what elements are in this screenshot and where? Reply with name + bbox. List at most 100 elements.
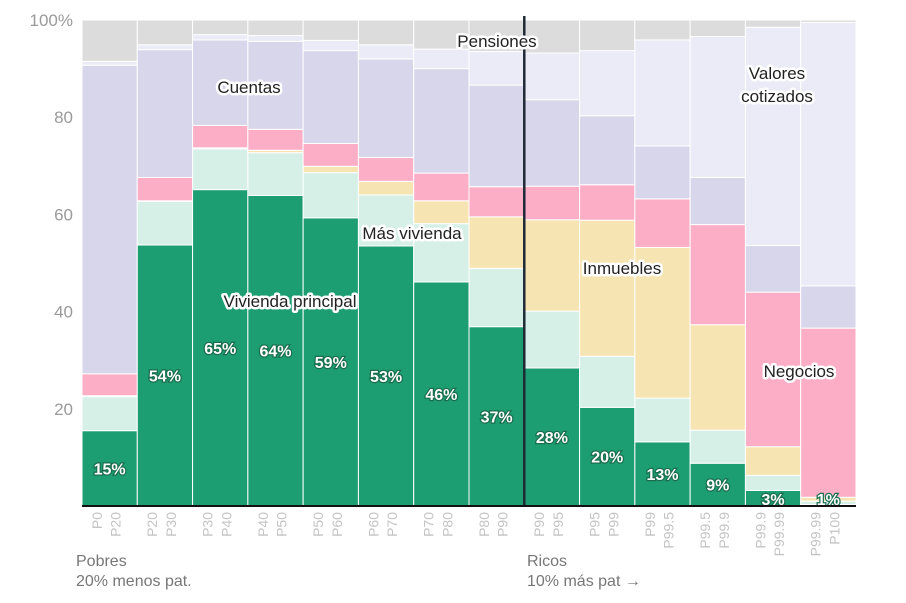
x-tick-label: P60: [365, 512, 381, 537]
annotation-valores-line1: Valores: [749, 64, 805, 83]
x-tick-label: P30: [163, 512, 179, 537]
bar-segment-mas-vivienda: [523, 310, 581, 369]
bar-segment-valores-cotizados: [579, 50, 636, 117]
y-tick-label: 20: [54, 400, 73, 419]
bar-segment-pensiones: [634, 19, 691, 41]
x-tick-label: P70: [384, 512, 400, 537]
bar-segment-pensiones: [192, 19, 249, 36]
bar-segment-negocios: [192, 124, 249, 149]
x-tick-label: P100: [826, 512, 842, 545]
y-tick-label: 40: [54, 303, 73, 322]
bar-segment-mas-vivienda: [744, 474, 802, 491]
bar-segment-vivienda-principal: [634, 441, 691, 507]
annotation-inmuebles: Inmuebles: [583, 259, 661, 278]
bar-segment-valores-cotizados: [634, 39, 691, 147]
x-tick-label: P80: [476, 512, 492, 537]
bar-segment-pensiones: [247, 19, 304, 37]
x-tick-label: P80: [439, 512, 455, 537]
note-rich: Ricos 10% más pat →: [527, 552, 641, 592]
bar-segment-negocios: [81, 373, 138, 397]
bar-segment-pensiones: [523, 19, 581, 54]
x-tick-label: P95: [550, 512, 566, 537]
bar-segment-cuentas: [634, 145, 691, 200]
annotation-vivienda-principal: Vivienda principal: [224, 292, 357, 311]
bar-segment-negocios: [523, 185, 581, 221]
bar-segment-valores-cotizados: [800, 21, 857, 287]
x-tick-label: P99: [605, 512, 621, 537]
bar-segment-cuentas: [689, 176, 746, 226]
x-tick-label: P99.99: [771, 512, 787, 557]
bar-value-label: 28%: [536, 430, 568, 447]
bar-segment-pensiones: [136, 19, 194, 46]
bar-segment-cuentas: [302, 50, 359, 144]
bar-segment-pensiones: [357, 19, 415, 46]
bar-segment-cuentas: [744, 245, 802, 293]
bar-segment-pensiones: [800, 19, 857, 23]
bar-segment-vivienda-principal: [136, 244, 194, 507]
bar-segment-negocios: [634, 198, 691, 248]
bar-segment-cuentas: [800, 285, 857, 329]
bar-segment-cuentas: [192, 39, 249, 126]
bar-segment-mas-vivienda: [579, 355, 636, 408]
x-tick-label: P30: [199, 512, 215, 537]
x-axis-ticks: P0 P20 P20 P30 P30 P40 P40 P50 P50 P60 P60 P70 P70 P8…: [89, 512, 843, 557]
bar-segment-inmuebles: [302, 165, 359, 174]
bar-segment-negocios: [800, 327, 857, 498]
bar-segment-inmuebles: [413, 200, 470, 225]
y-axis-ticks: 20 40 60 80 100%: [30, 11, 73, 419]
bar-segment-pensiones: [302, 19, 359, 41]
bar-segment-valores-cotizados: [689, 36, 746, 178]
bar-value-label: 9%: [706, 478, 729, 495]
bar-segment-vivienda-principal: [413, 281, 470, 507]
bar-segment-valores-cotizados: [192, 34, 249, 41]
note-poor-line1: Pobres: [76, 553, 127, 570]
y-tick-label: 80: [54, 108, 73, 127]
bar-segment-vivienda-principal: [247, 194, 304, 507]
bar-segment-cuentas: [413, 68, 470, 174]
bar-value-label: 64%: [259, 344, 291, 361]
bar-segment-valores-cotizados: [81, 60, 138, 66]
x-tick-label: P99: [642, 512, 658, 537]
annotation-pensiones: Pensiones: [457, 32, 536, 51]
annotation-negocios: Negocios: [764, 362, 835, 381]
x-tick-label: P50: [310, 512, 326, 537]
bar-value-label: 59%: [315, 355, 347, 372]
bar-segment-inmuebles: [523, 219, 581, 312]
bar-segment-inmuebles: [468, 216, 525, 269]
x-tick-label: P40: [218, 512, 234, 537]
bar-segment-valores-cotizados: [357, 44, 415, 60]
x-tick-label: P99.5: [697, 512, 713, 549]
bar-segment-vivienda-principal: [81, 430, 138, 507]
bar-segment-mas-vivienda: [81, 396, 138, 432]
x-tick-label: P99.9: [716, 512, 732, 549]
x-tick-label: P0: [89, 512, 105, 529]
bar-segment-valores-cotizados: [468, 51, 525, 86]
x-tick-label: P99.9: [752, 512, 768, 549]
bar-segment-cuentas: [523, 99, 581, 187]
bar-segment-vivienda-principal: [357, 245, 415, 507]
bar-segment-mas-vivienda: [302, 172, 359, 219]
bar-value-label: 20%: [591, 450, 623, 467]
bar-segment-inmuebles: [689, 324, 746, 431]
annotation-valores-line2: cotizados: [741, 87, 813, 106]
bar-segment-mas-vivienda: [357, 194, 415, 247]
bar-segment-vivienda-principal: [579, 406, 636, 507]
y-tick-label: 60: [54, 205, 73, 224]
y-tick-label: 100%: [30, 11, 73, 30]
bar-segment-inmuebles: [744, 446, 802, 476]
bar-segment-valores-cotizados: [136, 44, 194, 51]
bar-value-label: 65%: [204, 341, 236, 358]
bar-segment-negocios: [413, 172, 470, 202]
bar-segment-mas-vivienda: [689, 429, 746, 464]
bar-segment-pensiones: [413, 19, 470, 50]
x-tick-label: P90: [531, 512, 547, 537]
bar-segment-pensiones: [468, 19, 525, 53]
bar-segment-mas-vivienda: [468, 267, 525, 328]
x-tick-label: P90: [495, 512, 511, 537]
x-tick-label: P40: [255, 512, 271, 537]
bar-segment-cuentas: [579, 115, 636, 186]
bar-segment-negocios: [468, 186, 525, 218]
x-tick-label: P20: [144, 512, 160, 537]
bar-segment-negocios: [136, 176, 194, 202]
